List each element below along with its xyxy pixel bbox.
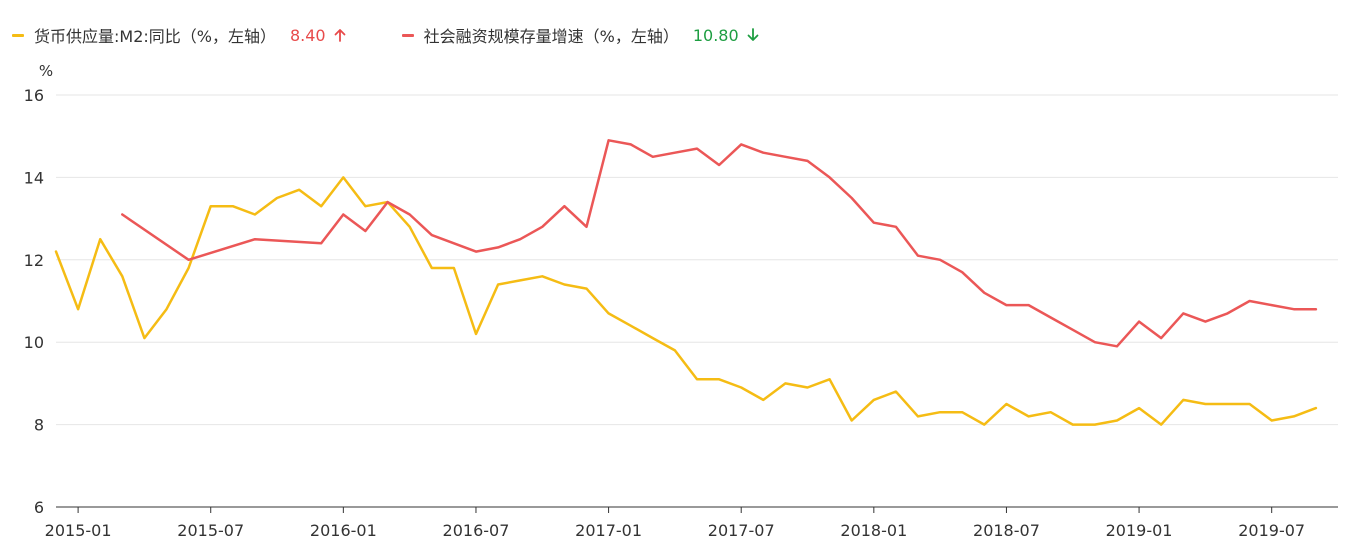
y-tick-label: 8 [34,416,44,435]
x-axis: 2015-01 2015-07 2016-01 2016-07 2017-01 2017-… [45,506,1338,540]
series-line-tsf[interactable] [121,139,1318,348]
x-tick-label: 2016-01 [310,521,377,540]
chart-legend: 货币供应量:M2:同比（%，左轴） 8.40 社会融资规模存量增速（%，左轴） … [12,22,815,48]
x-tick-label: 2017-01 [575,521,642,540]
legend-swatch-tsf [401,33,414,37]
arrow-down-icon [747,28,759,41]
legend-swatch-m2 [12,33,24,37]
y-tick-label: 12 [24,251,44,270]
legend-item-tsf[interactable]: 社会融资规模存量增速（%，左轴） 10.80 [401,23,761,47]
x-tick-label: 2017-07 [708,521,775,540]
series-line-m2[interactable] [54,176,1318,426]
x-tick-label: 2018-01 [840,521,907,540]
x-tick-label: 2015-01 [45,521,112,540]
legend-value-m2: 8.40 [289,25,326,45]
x-tick-label: 2016-07 [443,521,510,540]
legend-label-tsf: 社会融资规模存量增速（%，左轴） [423,27,679,46]
x-tick-label: 2019-07 [1238,521,1305,540]
legend-item-m2[interactable]: 货币供应量:M2:同比（%，左轴） 8.40 [12,23,348,47]
x-tick-label: 2019-01 [1106,521,1173,540]
legend-label-m2: 货币供应量:M2:同比（%，左轴） [34,27,276,46]
y-tick-label: 16 [24,86,44,105]
arrow-up-icon [334,29,346,42]
y-tick-label: 10 [24,333,44,352]
y-tick-label: 6 [34,498,44,517]
y-axis-unit-label: % [39,62,53,80]
x-tick-label: 2015-07 [177,521,244,540]
legend-value-tsf: 10.80 [692,25,739,45]
series-lines [54,139,1318,426]
y-axis-ticks: 6 8 10 12 14 16 [24,86,44,517]
grid-lines [56,94,1338,426]
x-tick-label: 2018-07 [973,521,1040,540]
y-tick-label: 14 [24,168,44,187]
